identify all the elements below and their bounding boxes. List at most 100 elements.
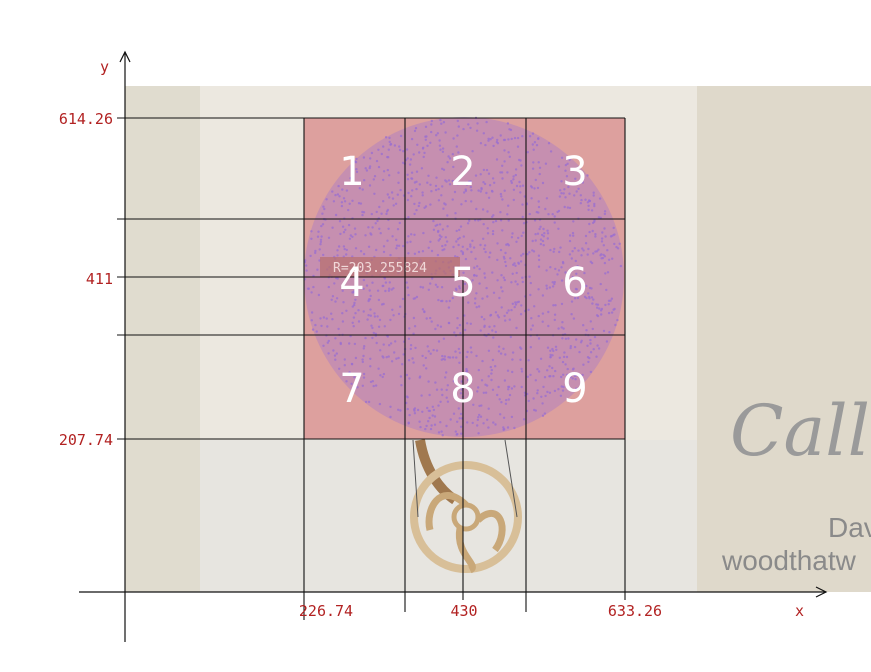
scatter-point xyxy=(526,375,529,378)
scatter-point xyxy=(446,384,449,387)
scatter-point xyxy=(542,385,545,389)
scatter-point xyxy=(537,254,541,257)
scatter-point xyxy=(425,424,428,428)
scatter-point xyxy=(592,252,595,255)
scatter-point xyxy=(466,378,470,382)
scatter-point xyxy=(338,367,341,370)
scatter-point xyxy=(478,282,481,285)
scatter-point xyxy=(416,143,419,146)
scatter-point xyxy=(586,174,589,177)
scatter-point xyxy=(376,219,379,223)
scatter-point xyxy=(428,393,431,397)
scatter-point xyxy=(483,276,487,279)
scatter-point xyxy=(561,321,564,324)
scatter-point xyxy=(452,412,456,415)
scatter-point xyxy=(488,256,491,259)
scatter-point xyxy=(387,355,390,358)
scatter-point xyxy=(589,260,592,263)
scatter-point xyxy=(430,249,434,253)
scatter-point xyxy=(582,249,585,252)
scatter-point xyxy=(336,193,340,196)
scatter-point xyxy=(427,288,430,291)
scatter-point xyxy=(372,384,375,388)
scatter-point xyxy=(578,350,581,354)
scatter-point xyxy=(406,407,409,411)
scatter-point xyxy=(570,257,573,260)
scatter-point xyxy=(552,349,555,353)
scatter-point xyxy=(529,328,533,331)
scatter-point xyxy=(554,267,557,271)
scatter-point xyxy=(429,240,432,243)
scatter-point xyxy=(374,384,378,387)
scatter-point xyxy=(442,337,446,340)
scatter-point xyxy=(413,407,417,410)
scatter-point xyxy=(528,135,532,138)
scatter-point xyxy=(482,132,485,135)
scatter-point xyxy=(316,235,320,238)
scatter-point xyxy=(588,222,591,226)
scatter-point xyxy=(414,346,417,350)
scatter-point xyxy=(487,375,490,378)
scatter-point xyxy=(506,213,509,216)
scatter-point xyxy=(484,143,487,147)
scatter-point xyxy=(439,118,442,122)
scatter-point xyxy=(343,358,346,361)
scatter-point xyxy=(331,226,334,229)
scatter-point xyxy=(466,350,469,354)
scatter-point xyxy=(357,202,361,205)
scatter-point xyxy=(467,279,471,283)
scatter-point xyxy=(536,186,540,190)
scatter-point xyxy=(510,415,514,419)
scatter-point xyxy=(369,308,372,311)
scatter-point xyxy=(521,135,524,138)
scatter-point xyxy=(440,235,443,238)
scatter-point xyxy=(559,394,563,397)
scatter-point xyxy=(397,312,401,316)
scatter-point xyxy=(441,299,444,303)
scatter-point xyxy=(606,249,609,252)
scatter-point xyxy=(574,287,578,291)
scatter-point xyxy=(421,191,424,194)
scatter-point xyxy=(533,187,536,190)
scatter-point xyxy=(537,205,541,209)
scatter-point xyxy=(537,211,540,214)
scatter-point xyxy=(392,204,395,207)
scatter-point xyxy=(437,340,441,343)
scatter-point xyxy=(445,240,449,243)
scatter-point xyxy=(618,242,621,245)
scatter-point xyxy=(398,145,401,148)
scatter-point xyxy=(437,404,440,407)
scatter-point xyxy=(384,136,388,139)
scatter-point xyxy=(382,170,386,173)
scatter-point xyxy=(362,252,366,256)
scatter-point xyxy=(488,325,491,328)
scatter-point xyxy=(536,389,539,392)
scatter-point xyxy=(429,203,432,206)
scatter-point xyxy=(371,281,374,284)
scatter-point xyxy=(513,305,516,309)
scatter-point xyxy=(348,237,352,240)
scatter-point xyxy=(493,325,496,328)
scatter-point xyxy=(534,239,537,242)
scatter-point xyxy=(387,227,390,230)
scatter-point xyxy=(541,320,544,323)
scatter-point xyxy=(548,365,551,368)
radius-label: R=203.255824 xyxy=(333,261,427,276)
scatter-point xyxy=(341,289,344,292)
scatter-point xyxy=(372,178,375,181)
scatter-point xyxy=(489,251,492,254)
scatter-point xyxy=(462,127,465,131)
scatter-point xyxy=(342,245,346,248)
scatter-point xyxy=(519,260,523,263)
scatter-point xyxy=(446,225,449,228)
scatter-point xyxy=(576,296,580,300)
scatter-point xyxy=(595,250,599,253)
scatter-point xyxy=(505,311,509,314)
scatter-point xyxy=(605,288,608,292)
scatter-point xyxy=(379,349,382,352)
scatter-point xyxy=(565,175,569,178)
scatter-point xyxy=(416,408,420,412)
scatter-point xyxy=(564,337,568,340)
scatter-point xyxy=(489,138,492,141)
scatter-point xyxy=(469,394,472,397)
